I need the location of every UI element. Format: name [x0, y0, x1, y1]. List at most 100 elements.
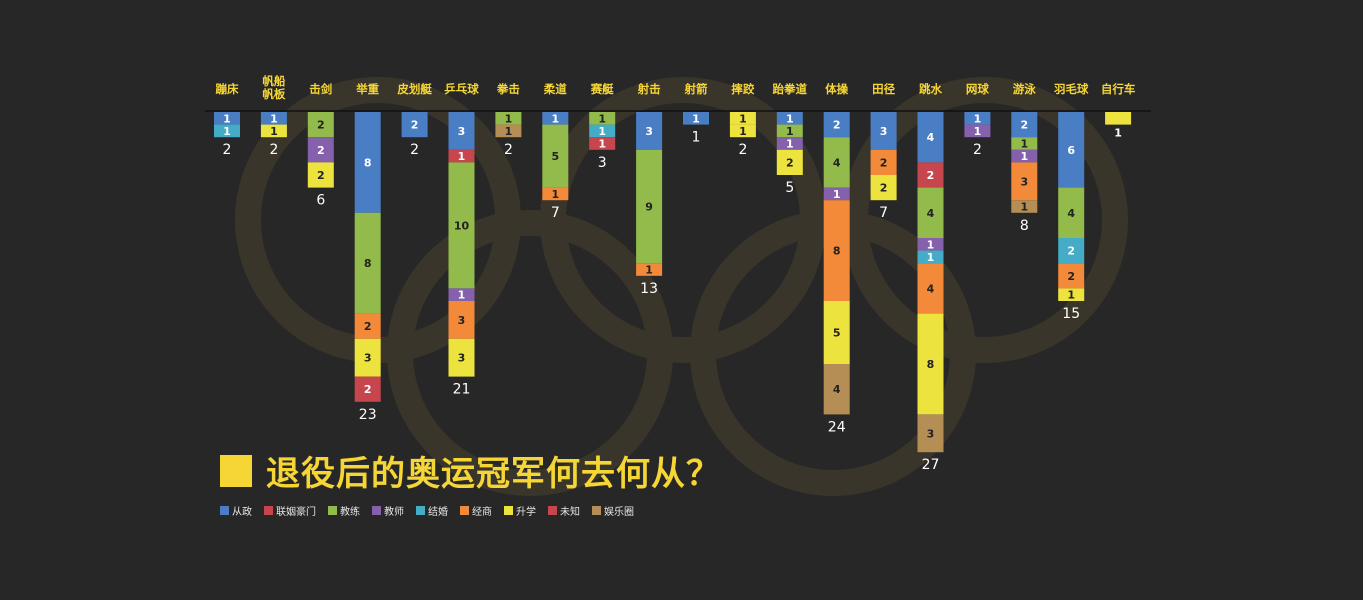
bar-segment	[448, 301, 475, 339]
bar-segment	[448, 338, 475, 377]
ring-2	[387, 210, 673, 496]
category-label: 射击	[637, 82, 661, 96]
bar-stack-乒乓球: 3 1 10 1 3 3 21	[448, 112, 475, 398]
segment-value-label: 8	[364, 257, 372, 270]
bar-total-label: 2	[410, 142, 419, 158]
bar-segment	[307, 112, 334, 138]
bar-total-label: 5	[785, 180, 794, 196]
bar-segment	[636, 263, 663, 276]
category-label: 自行车	[1101, 82, 1136, 96]
segment-value-label: 1	[458, 289, 466, 302]
segment-value-label: 4	[833, 383, 841, 396]
legend-label: 娱乐圈	[604, 507, 634, 518]
segment-value-label: 1	[974, 112, 982, 125]
bar-stack-帆船帆板: 11 2	[260, 112, 287, 158]
bar-segment	[589, 124, 616, 138]
category-label: 击剑	[309, 82, 332, 96]
category-label: 羽毛球	[1054, 82, 1089, 96]
bar-segment	[589, 137, 616, 150]
bar-segment	[683, 112, 709, 125]
bar-segment	[964, 112, 991, 125]
category-label: 跳水	[919, 82, 942, 96]
title-square-icon	[220, 454, 252, 487]
legend-swatch	[220, 506, 229, 515]
segment-value-label: 3	[364, 352, 372, 365]
chart-title-text: 退役后的奥运冠军何去何从？	[266, 454, 721, 494]
legend-item: 教师	[372, 503, 404, 518]
segment-value-label: 1	[458, 150, 466, 163]
legend: 从政 联姻豪门 教练 教师 结婚 经商 升学 未知 娱乐圈	[220, 503, 634, 518]
segment-value-label: 4	[927, 131, 935, 144]
segment-value-label: 9	[645, 201, 653, 214]
legend-item: 升学	[504, 503, 536, 518]
segment-value-label: 1	[786, 112, 794, 125]
segment-value-label: 1	[223, 112, 231, 125]
segment-value-label: 2	[364, 320, 372, 333]
bar-segment	[1105, 112, 1132, 125]
bar-segment	[1011, 200, 1038, 213]
segment-value-label: 1	[598, 112, 606, 125]
bar-total-label: 2	[269, 142, 278, 158]
segment-value-label: 1	[551, 188, 559, 201]
bar-total-label: 2	[223, 142, 232, 158]
bar-total-label: 6	[316, 193, 325, 209]
legend-label: 从政	[232, 507, 252, 518]
category-label: 举重	[355, 82, 379, 96]
bars: 1121122226882322322311013321112151711133…	[214, 112, 1132, 473]
bar-segment	[729, 112, 756, 125]
bar-stack-羽毛球: 6 4 2 2 1 15	[1058, 112, 1085, 322]
segment-value-label: 1	[1067, 289, 1075, 302]
legend-label: 升学	[516, 507, 536, 518]
bar-segment	[823, 364, 850, 415]
legend-swatch	[460, 506, 469, 515]
segment-value-label: 3	[1020, 175, 1028, 188]
segment-value-label: 8	[927, 358, 935, 371]
legend-swatch	[416, 506, 425, 515]
segment-value-label: 2	[927, 169, 935, 182]
segment-value-label: 2	[411, 119, 419, 132]
bar-total-label: 3	[598, 155, 607, 171]
category-label: 体操	[825, 82, 848, 96]
legend-label: 经商	[472, 507, 492, 518]
bar-segment	[260, 124, 287, 138]
bar-stack-拳击: 11 2	[495, 112, 522, 158]
bar-segment	[214, 112, 240, 125]
legend-swatch	[592, 506, 601, 515]
legend-item: 从政	[220, 503, 252, 518]
bar-total-label: 2	[738, 142, 747, 158]
segment-value-label: 2	[880, 156, 888, 169]
bar-total-label: 13	[640, 281, 658, 297]
bar-segment	[401, 112, 428, 138]
segment-value-label: 2	[1067, 245, 1075, 258]
bar-segment	[307, 137, 334, 163]
bar-stack-自行车: 1	[1105, 112, 1132, 140]
bar-segment	[354, 112, 381, 213]
bar-segment	[823, 137, 850, 188]
segment-value-label: 2	[317, 144, 325, 157]
bar-segment	[917, 162, 944, 188]
bar-segment	[260, 112, 287, 125]
segment-value-label: 4	[927, 282, 935, 295]
segment-value-label: 1	[223, 125, 231, 138]
bar-total-label: 23	[359, 407, 377, 423]
bar-segment	[448, 149, 475, 163]
segment-value-label: 2	[317, 169, 325, 182]
bar-segment	[870, 149, 897, 175]
bar-stack-跳水: 4 2 4 11 4 8 3 27	[917, 112, 944, 473]
segment-value-label: 2	[786, 156, 794, 169]
segment-value-label: 1	[974, 125, 982, 138]
segment-value-label: 3	[458, 314, 466, 327]
bar-segment	[1058, 288, 1085, 301]
legend-item: 未知	[548, 503, 580, 518]
segment-value-label: 1	[645, 264, 653, 277]
bar-stack-射击: 3 9 1 13	[636, 112, 663, 297]
segment-value-label: 2	[1067, 270, 1075, 283]
bar-segment	[917, 313, 944, 415]
segment-value-label: 1	[598, 125, 606, 138]
chart-title: 退役后的奥运冠军何去何从？	[220, 446, 721, 495]
segment-value-label: 1	[833, 188, 841, 201]
bar-segment	[448, 112, 475, 150]
